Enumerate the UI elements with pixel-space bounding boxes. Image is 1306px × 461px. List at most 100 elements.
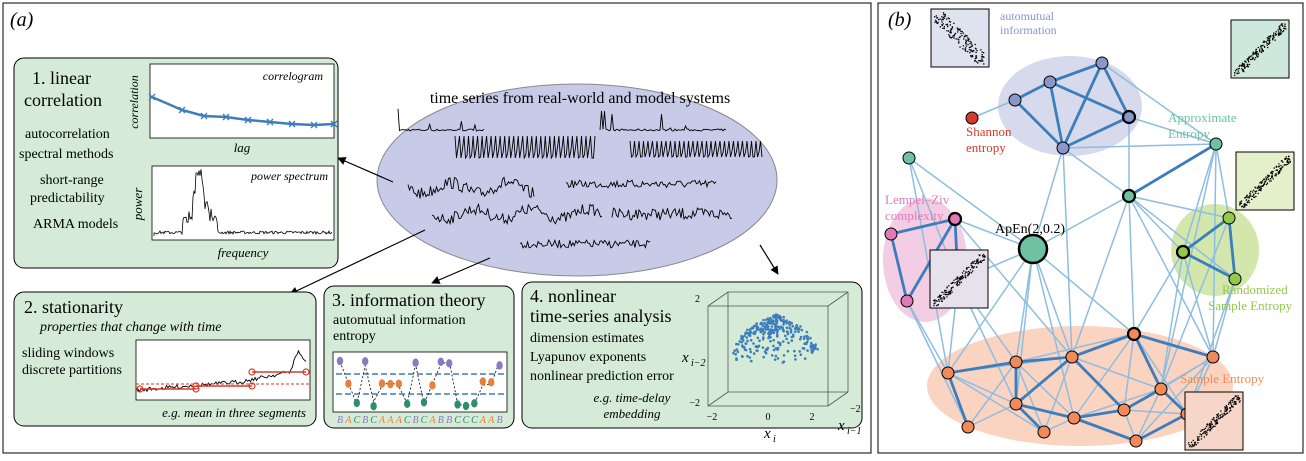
axis-label-y: x i−2 — [681, 350, 706, 369]
trace-1 — [397, 108, 485, 132]
arrow-to-linear — [337, 157, 394, 183]
attractor-point — [782, 323, 785, 326]
attractor-point — [748, 331, 751, 335]
attractor-point — [793, 330, 797, 334]
attractor-point — [793, 327, 797, 330]
node-approx — [1209, 137, 1223, 151]
symbol-letter: B — [497, 415, 503, 426]
stationarity-plot — [135, 339, 311, 401]
attractor-point — [800, 328, 804, 332]
attractor-point — [779, 316, 783, 319]
weak-edge — [908, 157, 1034, 250]
attractor-point — [803, 357, 807, 360]
weak-edge — [1015, 333, 1135, 363]
attractor-point — [763, 321, 766, 325]
attractor-point — [773, 358, 777, 361]
box4-item-2: nonlinear prediction error — [530, 369, 674, 384]
weak-edge — [906, 300, 969, 428]
node-sample — [1126, 326, 1142, 342]
weak-edge — [1123, 409, 1188, 415]
svg-text:x: x — [763, 426, 771, 442]
node-sample — [1009, 397, 1023, 411]
box4-item-0: dimension estimates — [530, 331, 644, 346]
time-series-ellipse — [376, 83, 778, 277]
attractor-point — [799, 335, 803, 339]
attractor-point — [749, 327, 752, 331]
node-lempel — [884, 227, 898, 241]
node-automutual — [1043, 75, 1057, 89]
weak-edge — [1182, 251, 1214, 358]
spectrum-xlabel: frequency — [218, 245, 269, 260]
strong-edge — [1071, 356, 1125, 411]
attractor-point — [793, 349, 796, 353]
node-sample — [1117, 403, 1131, 417]
symbol-point — [479, 377, 486, 386]
attractor-point — [756, 328, 759, 331]
attractor-point — [767, 336, 770, 340]
weak-edge — [1101, 62, 1217, 145]
attractor-point — [782, 319, 785, 322]
attractor-point — [790, 339, 794, 342]
symbol-point — [378, 379, 386, 388]
strong-edge — [1071, 332, 1135, 359]
tick-top-2: 2 — [695, 294, 700, 305]
attractor-point — [776, 348, 780, 351]
attractor-point — [746, 339, 749, 343]
strong-edge — [1015, 402, 1075, 420]
symbol-letter: B — [446, 415, 452, 426]
attractor-point — [734, 353, 737, 356]
cluster-automutual-bg — [998, 56, 1142, 156]
attractor-point — [797, 330, 800, 334]
time-series-traces — [397, 108, 763, 249]
label-approx-1: Approximate — [1168, 110, 1237, 125]
stationarity-curve — [136, 349, 310, 393]
weak-edge — [1071, 195, 1130, 358]
attractor-point — [774, 325, 777, 329]
attractor-point — [741, 345, 745, 349]
attractor-point — [784, 334, 787, 338]
spectrum-line — [153, 169, 333, 236]
strong-edge — [1014, 99, 1064, 149]
attractor-point — [766, 346, 770, 350]
arrow-to-information — [431, 257, 491, 284]
spectrum-title: power spectrum — [250, 169, 328, 183]
attractor-point — [782, 328, 785, 332]
attractor-point — [741, 339, 745, 342]
attractor-point — [776, 357, 780, 360]
node-randomized — [1175, 244, 1191, 260]
weak-edge — [954, 218, 1073, 358]
attractor-point — [768, 333, 771, 336]
embedding-cube — [707, 291, 849, 407]
attractor-point — [774, 320, 778, 323]
box3-item-0: automutual information — [333, 313, 466, 328]
attractor-point — [806, 335, 810, 339]
attractor-point — [735, 342, 738, 346]
attractor-point — [786, 349, 790, 353]
weak-edge — [1215, 143, 1230, 219]
box4-caption-line2: embedding — [603, 406, 661, 421]
label-lempel-2: complexity — [885, 208, 944, 223]
attractor-point — [770, 328, 773, 332]
attractor-point — [782, 315, 785, 319]
attractor-point — [793, 354, 797, 358]
attractor-point — [799, 337, 802, 341]
trace-5 — [407, 176, 535, 199]
symbol-letter: A — [344, 415, 352, 426]
weak-edge — [1128, 195, 1236, 280]
weak-edge — [1160, 143, 1217, 390]
trace-8 — [611, 207, 733, 221]
weak-edge — [1128, 195, 1184, 253]
strong-edge — [1014, 80, 1051, 102]
attractor-point — [752, 342, 755, 345]
attractor-point — [766, 325, 770, 329]
attractor-point — [771, 319, 774, 322]
attractor-point — [752, 352, 756, 355]
attractor-point — [776, 329, 780, 332]
attractor-point — [765, 318, 768, 322]
attractor-point — [770, 331, 773, 334]
attractor-point — [775, 315, 778, 318]
symbol-letter: C — [421, 415, 428, 426]
panel-a-label: (a) — [10, 9, 34, 31]
weak-edge — [1160, 217, 1230, 390]
trace-4 — [629, 140, 763, 159]
